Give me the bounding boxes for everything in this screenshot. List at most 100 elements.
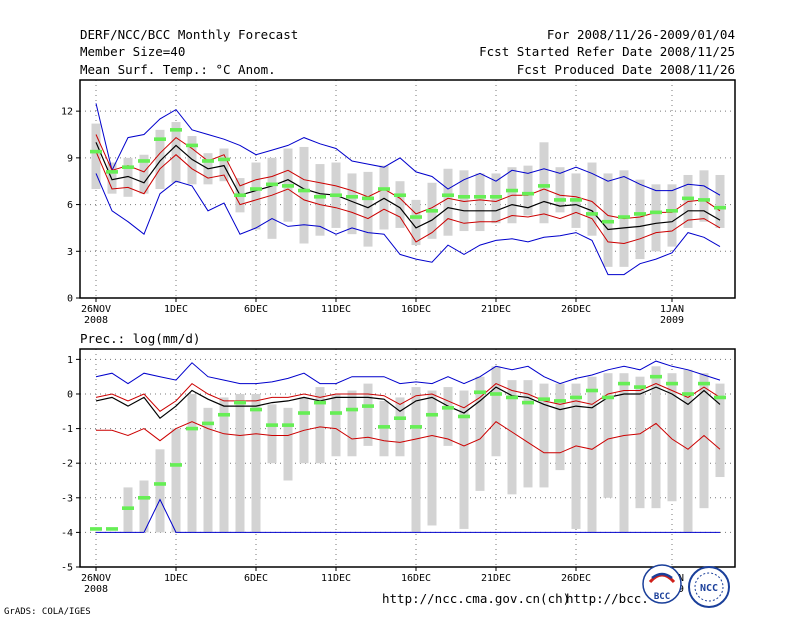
precip-median-marker [586, 388, 598, 393]
temp-panel-title: Mean Surf. Temp.: °C Anom. [80, 62, 276, 77]
precip-median-marker [250, 407, 262, 412]
precip-spread-bar [715, 383, 725, 478]
footer-url-ncc[interactable]: http://ncc.cma.gov.cn(ch) [382, 591, 570, 606]
temp-ytick-label: 3 [67, 247, 73, 258]
precip-median-marker [554, 399, 566, 403]
temp-median-marker [554, 198, 566, 202]
temp-spread-bar [123, 157, 133, 197]
precip-spread-bar [251, 393, 261, 533]
precip-ytick-label: -2 [61, 459, 73, 470]
precip-spread-bar [171, 428, 181, 533]
temp-median-marker [458, 194, 470, 199]
precip-ytick-label: 1 [67, 355, 73, 366]
precip-spread-bar [347, 390, 357, 457]
temp-min-line [95, 173, 721, 276]
precip-max-line [95, 360, 721, 385]
temp-spread-bar [187, 136, 197, 185]
precip-median-marker [602, 395, 614, 400]
precip-median-marker [666, 381, 678, 386]
precip-spread-bar [555, 383, 565, 471]
temp-median-marker [602, 219, 614, 224]
precip-median-marker [330, 411, 342, 415]
precip-spread-bar [603, 373, 613, 498]
temp-median-marker [570, 198, 582, 202]
temp-median-marker [714, 205, 726, 210]
temp-median-marker [394, 193, 406, 198]
ncc-logo-text: NCC [700, 583, 718, 594]
temp-spread-bar [251, 162, 261, 230]
precip-mean-minus-sigma-line [96, 421, 721, 454]
temp-median-marker [346, 194, 358, 199]
temp-median-marker [634, 212, 646, 216]
precip-spread-bar [539, 383, 549, 488]
precip-spread-bar [507, 380, 517, 495]
temp-xtick-label: 26DEC [561, 304, 591, 315]
temp-xtick-label: 21DEC [481, 304, 511, 315]
precip-xtick-label: 6DEC [244, 573, 268, 584]
precip-spread-bar [667, 373, 677, 502]
precip-median-marker [202, 421, 214, 426]
temp-spread-bar [715, 174, 725, 228]
temp-mean-plus-sigma-line [95, 134, 721, 220]
temp-median-marker [362, 196, 374, 201]
temp-median-marker [266, 182, 278, 187]
temp-median-marker [234, 193, 246, 198]
temp-spread-bar [379, 165, 389, 230]
precip-xtick-label: 11DEC [321, 573, 351, 584]
precip-xtick-label: 26NOV [81, 573, 111, 584]
bcc-logo: BCC [642, 564, 682, 604]
temp-median-marker [202, 159, 214, 163]
temp-ytick-label: 9 [67, 153, 73, 164]
precip-ytick-label: -3 [61, 493, 73, 504]
temp-median-marker [442, 193, 454, 198]
precip-median-marker [218, 412, 230, 417]
temp-median-marker [282, 184, 294, 188]
temp-xtick-label: 26NOV [81, 304, 111, 315]
precip-median-marker [234, 400, 246, 405]
precip-median-marker [538, 397, 550, 401]
temp-ytick-label: 0 [67, 294, 73, 305]
temp-ytick-label: 12 [61, 107, 73, 118]
precip-median-marker [362, 404, 374, 408]
temp-median-marker [410, 215, 422, 219]
temp-spread-bar [539, 142, 549, 224]
temp-median-marker [586, 212, 598, 216]
temp-median-marker [138, 159, 150, 163]
precip-plot-frame [79, 348, 736, 568]
precip-median-marker [650, 374, 662, 379]
temp-spread-bar [443, 168, 453, 236]
precip-spread-bar [475, 376, 485, 491]
temperature-plot-frame [79, 79, 736, 299]
precip-ytick-label: -4 [61, 528, 73, 539]
temp-median-marker [314, 194, 326, 199]
temp-median-marker [474, 194, 486, 199]
precip-median-marker [186, 426, 198, 431]
bcc-logo-arc-blue [651, 572, 673, 580]
temp-spread-bar [651, 184, 661, 252]
precip-spread-bar [187, 393, 197, 533]
temp-xtick-label: 1DEC [164, 304, 188, 315]
temp-spread-bar [555, 167, 565, 213]
precip-spread-bar [491, 366, 501, 457]
temp-spread-bar [139, 154, 149, 194]
precip-median-marker [634, 385, 646, 389]
precip-median-marker [314, 400, 326, 405]
precip-median-marker [122, 506, 134, 510]
temp-spread-bar [155, 129, 165, 189]
precip-median-marker [506, 395, 518, 400]
precip-spread-bar [331, 393, 341, 457]
precip-spread-bar [699, 373, 709, 509]
precip-median-marker [714, 395, 726, 400]
precip-xtick-sublabel: 2008 [84, 584, 108, 595]
precip-spread-bar [443, 387, 453, 446]
temp-ytick-label: 6 [67, 200, 73, 211]
temp-spread-bar [91, 123, 101, 189]
temp-xtick-label: 16DEC [401, 304, 431, 315]
precip-spread-bar [315, 387, 325, 464]
precip-min-line [96, 498, 720, 533]
footer-url-bcc[interactable]: http://bcc. [566, 591, 649, 606]
precip-median-marker [138, 495, 150, 500]
